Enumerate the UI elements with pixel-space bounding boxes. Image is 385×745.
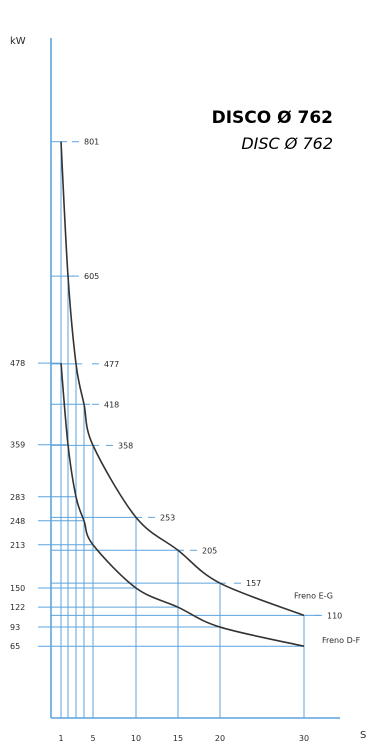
data-label: 605 xyxy=(84,272,99,281)
data-label: 157 xyxy=(246,579,261,588)
y-tick-label: 65 xyxy=(10,642,20,651)
data-label: 205 xyxy=(202,546,217,555)
y-tick-label: 122 xyxy=(10,603,25,612)
x-tick-label: 1 xyxy=(58,734,63,743)
curves xyxy=(60,141,305,648)
x-tick-label: 10 xyxy=(131,734,141,743)
x-axis-label: S xyxy=(360,730,366,741)
y-tick-label: 248 xyxy=(10,517,25,526)
grid-lines xyxy=(38,141,320,718)
y-axis-label: kW xyxy=(10,36,26,47)
data-label: 477 xyxy=(104,360,119,369)
chart-subtitle: DISC Ø 762 xyxy=(241,134,333,153)
series-label-freno-e-g: Freno E-G xyxy=(294,591,333,600)
axes xyxy=(50,38,340,719)
y-tick-label: 213 xyxy=(10,541,25,550)
x-tick-label: 15 xyxy=(173,734,183,743)
data-label: 418 xyxy=(104,400,119,409)
series-line-freno-d-f xyxy=(60,363,305,648)
y-tick-label: 283 xyxy=(10,493,25,502)
y-tick-label: 359 xyxy=(10,441,25,450)
data-label: 358 xyxy=(118,441,133,450)
x-tick-label: 20 xyxy=(215,734,225,743)
y-tick-label: 150 xyxy=(10,584,25,593)
data-label: 110 xyxy=(327,611,342,620)
y-tick-label: 478 xyxy=(10,359,25,368)
x-tick-label: 30 xyxy=(299,734,309,743)
chart-title: DISCO Ø 762 xyxy=(211,108,333,128)
series-label-freno-d-f: Freno D-F xyxy=(322,636,361,645)
series-line-freno-e-g xyxy=(60,141,305,617)
data-label: 253 xyxy=(160,513,175,522)
labels: 8016054774183582532051571104783592832482… xyxy=(10,138,361,743)
y-tick-label: 93 xyxy=(10,623,20,632)
x-tick-label: 5 xyxy=(90,734,95,743)
data-label: 801 xyxy=(84,138,99,147)
